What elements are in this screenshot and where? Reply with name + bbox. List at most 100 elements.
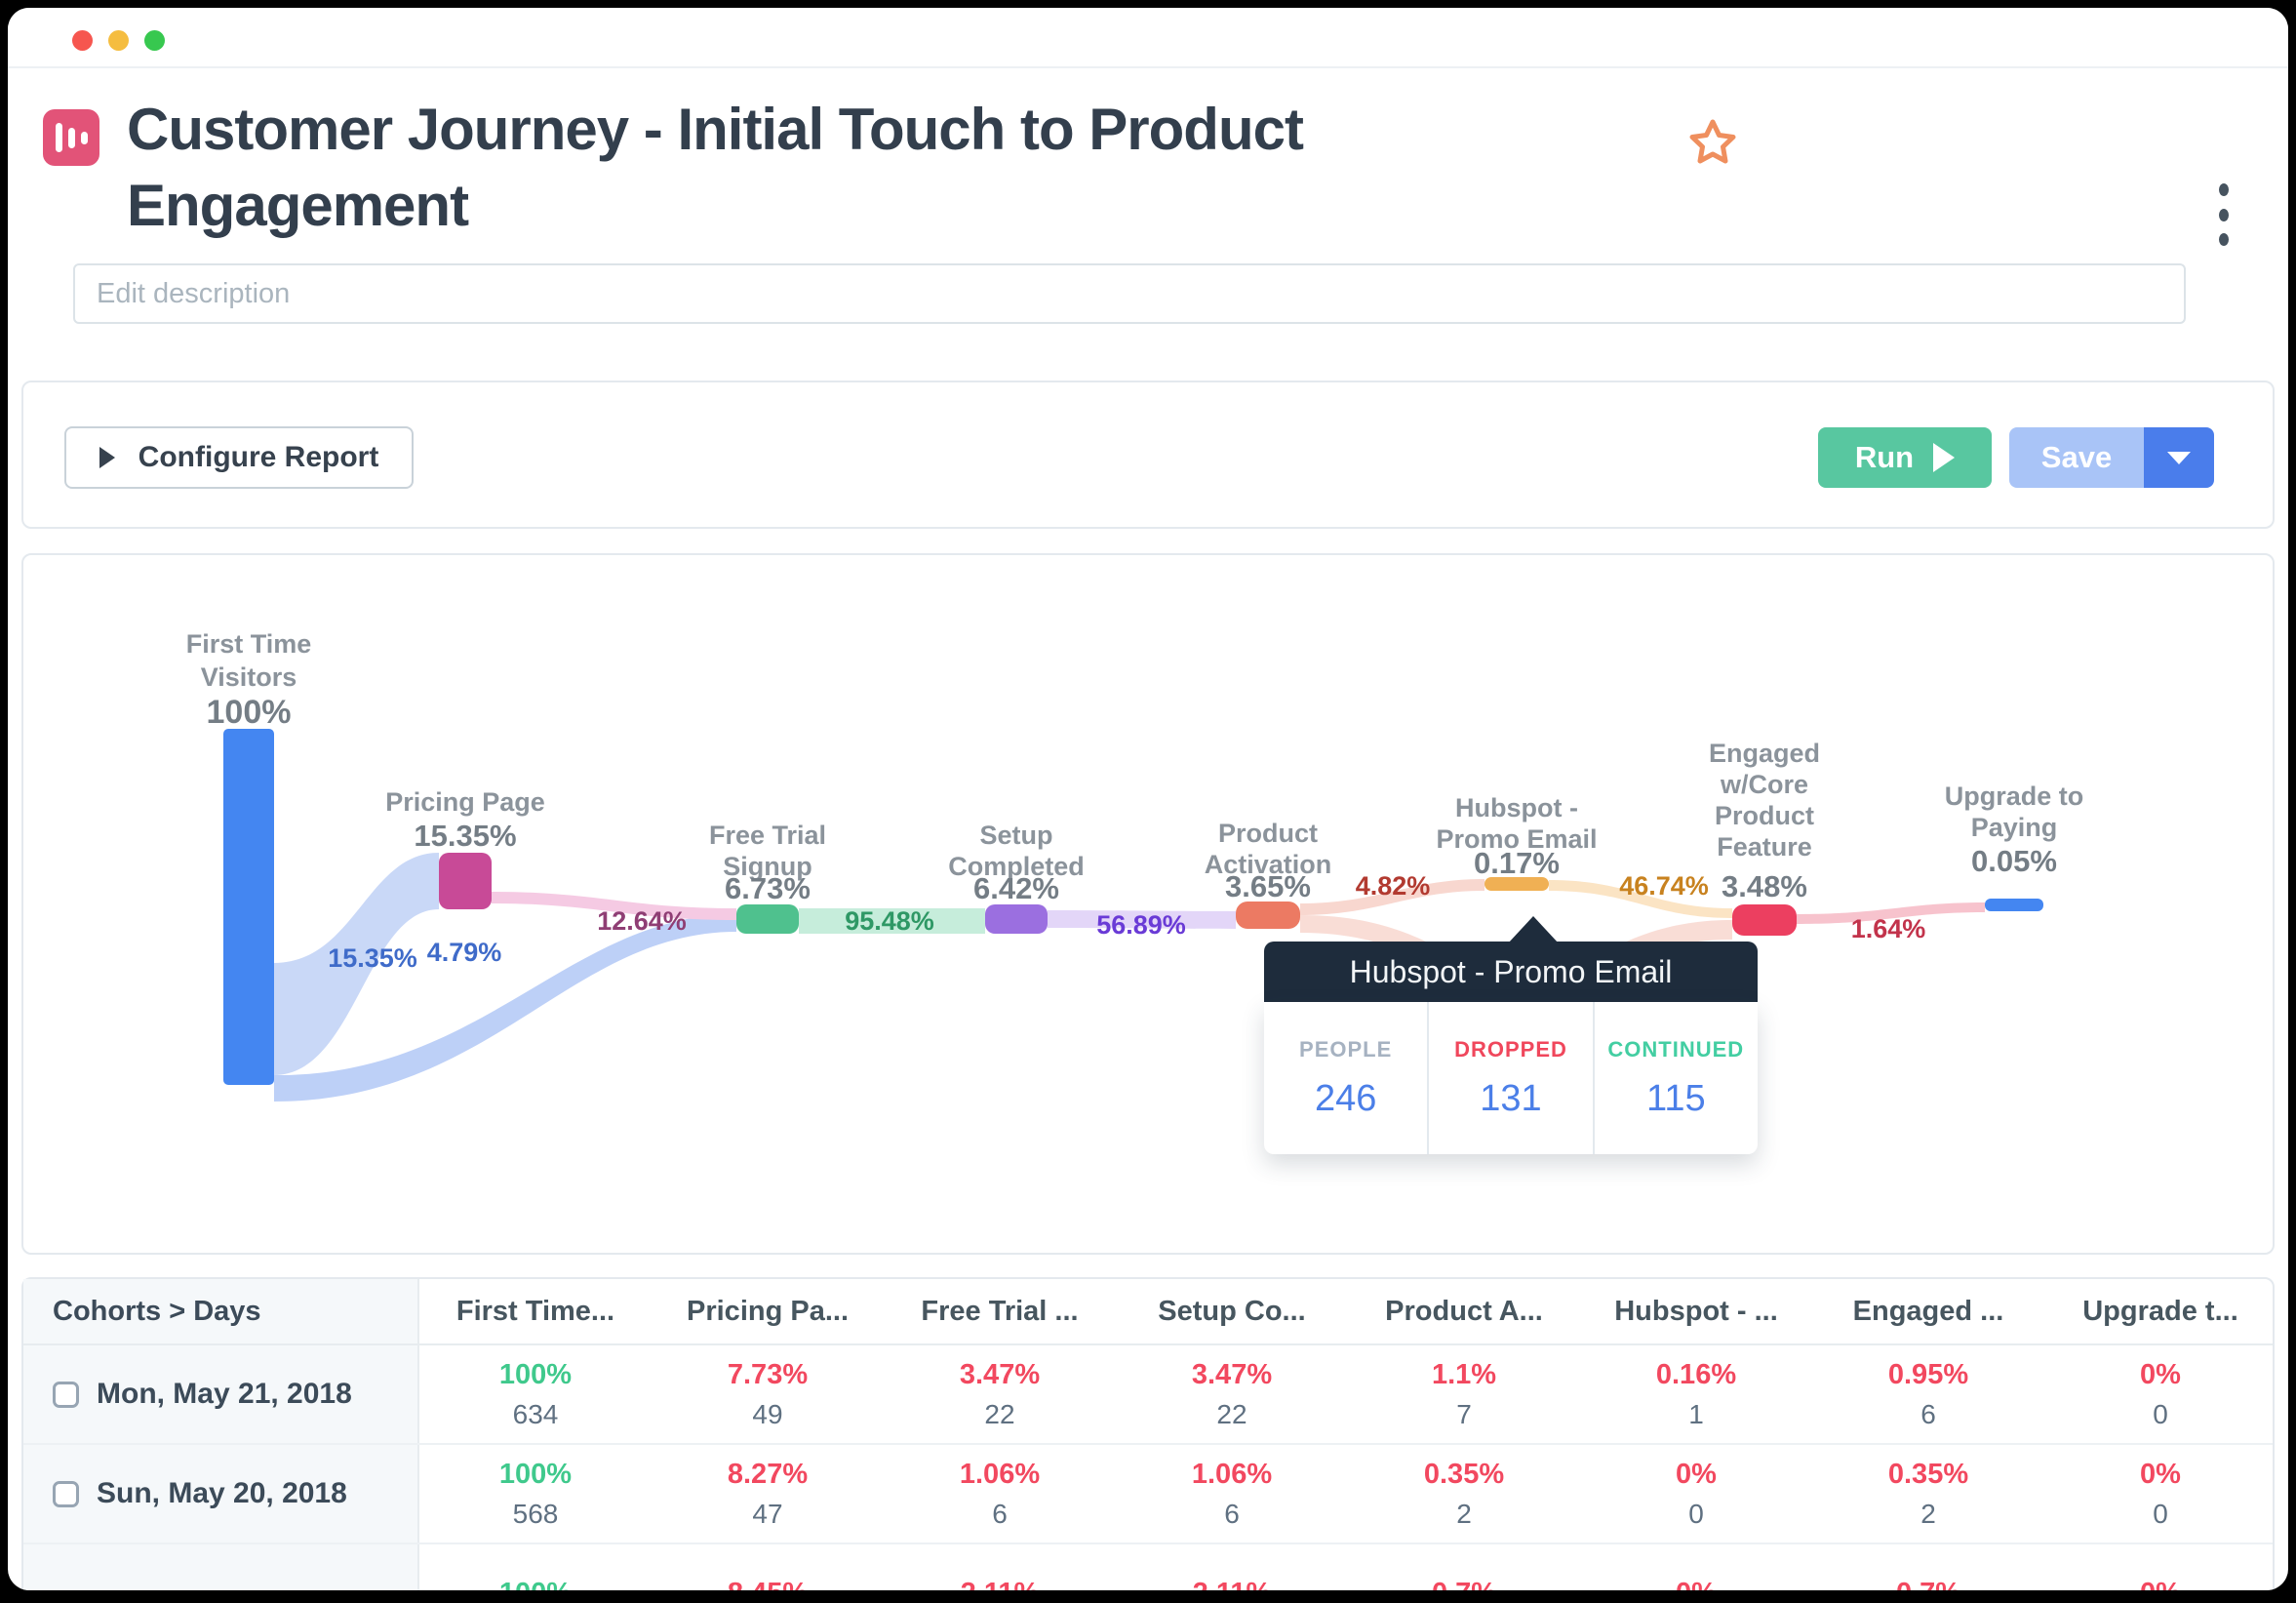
tooltip-people: PEOPLE 246	[1264, 1002, 1427, 1154]
column-header: Engaged ...	[1852, 1295, 2004, 1327]
dropped-value: 131	[1480, 1077, 1542, 1119]
cell-count: 6	[992, 1498, 1008, 1529]
cell-pct: 1.1%	[1431, 1358, 1497, 1390]
more-options-icon[interactable]	[2204, 183, 2243, 246]
node-product-activation[interactable]	[1236, 902, 1300, 929]
cell-pct: 0.16%	[1655, 1358, 1737, 1390]
flow-label: 95.48%	[845, 906, 934, 936]
step-pct: 0.05%	[1971, 844, 2057, 878]
step-pct: 6.73%	[725, 871, 811, 905]
column-header: Upgrade t...	[2082, 1295, 2238, 1327]
save-dropdown-button[interactable]	[2144, 427, 2214, 488]
step-label: Product	[1218, 819, 1318, 848]
cell-pct: 0.95%	[1887, 1358, 1969, 1390]
description-input[interactable]	[73, 263, 2186, 324]
step-label: Free Trial	[709, 821, 826, 850]
flow-label: 15.35%	[328, 943, 417, 973]
step-pct: 3.48%	[1722, 869, 1807, 903]
row-checkbox[interactable]	[53, 1480, 79, 1507]
run-label: Run	[1854, 440, 1915, 474]
configure-report-button[interactable]: Configure Report	[64, 426, 414, 489]
cell-count: 634	[512, 1398, 559, 1429]
play-icon	[1933, 443, 1956, 472]
column-header: Product A...	[1385, 1295, 1543, 1327]
step-label: w/Core	[1720, 770, 1808, 799]
cell-count: 0	[2153, 1498, 2168, 1529]
flow-activation-to-hubspot[interactable]	[1300, 879, 1484, 915]
flow-visitors-to-pricing[interactable]	[274, 853, 439, 1075]
flow-pricing-to-freetrial[interactable]	[492, 892, 736, 920]
cell-pct: 100%	[498, 1358, 573, 1390]
run-button[interactable]: Run	[1818, 427, 1992, 488]
column-header: Pricing Pa...	[687, 1295, 849, 1327]
zoom-window-button[interactable]	[144, 30, 165, 51]
node-pricing-page[interactable]	[439, 853, 492, 909]
cell-count: 22	[1216, 1398, 1247, 1429]
node-setup-completed[interactable]	[985, 904, 1048, 934]
cell-pct: 1.06%	[1191, 1458, 1273, 1490]
cell-pct: 0.7%	[1896, 1578, 1960, 1591]
flow-label: 56.89%	[1096, 910, 1186, 940]
node-upgrade-to-paying[interactable]	[1985, 899, 2043, 911]
cell-count: 49	[752, 1398, 783, 1429]
sankey-funnel-chart: First Time Visitors 100% Pricing Page 15…	[186, 629, 2083, 1102]
flow-label: 12.64%	[597, 906, 687, 936]
funnel-report-icon	[43, 109, 99, 166]
close-window-button[interactable]	[72, 30, 93, 51]
step-label: Setup	[979, 821, 1052, 850]
flow-label: 46.74%	[1619, 871, 1709, 901]
dropped-label: DROPPED	[1454, 1036, 1567, 1062]
flow-freetrial-to-setup[interactable]	[799, 908, 985, 934]
flow-activation-to-engaged[interactable]	[1300, 915, 1732, 994]
cohort-date-cell	[23, 1544, 419, 1590]
cell-pct: 1.06%	[959, 1458, 1041, 1490]
step-pct: 15.35%	[414, 819, 516, 853]
cell-pct: 2.11%	[1193, 1578, 1272, 1591]
cell-pct: 2.11%	[961, 1578, 1040, 1591]
node-free-trial-signup[interactable]	[736, 904, 799, 934]
cohorts-table: Cohorts > Days First Time... Pricing Pa.…	[21, 1277, 2275, 1590]
table-row[interactable]: 100% 8.45% 2.11% 2.11% 0.7% 0% 0.7% 0%	[23, 1544, 2273, 1590]
table-row[interactable]: Mon, May 21, 2018 100% 634 7.73% 49 3.47% 2…	[23, 1345, 2273, 1445]
cohorts-days-header[interactable]: Cohorts > Days	[23, 1279, 419, 1343]
cohort-date-cell: Mon, May 21, 2018	[23, 1345, 419, 1443]
node-first-time-visitors[interactable]	[223, 729, 274, 1085]
flow-label: 1.64%	[1851, 914, 1926, 943]
step-label: Promo Email	[1436, 824, 1597, 854]
flow-engaged-to-upgrade[interactable]	[1797, 902, 1985, 924]
column-header: Free Trial ...	[921, 1295, 1079, 1327]
step-label: Pricing Page	[385, 787, 545, 817]
step-pct: 100%	[207, 694, 292, 731]
cell-pct: 0.7%	[1432, 1578, 1496, 1591]
node-hubspot-promo-email[interactable]	[1484, 877, 1549, 891]
minimize-window-button[interactable]	[108, 30, 129, 51]
save-button[interactable]: Save	[2009, 427, 2144, 488]
flow-visitors-to-freetrial[interactable]	[274, 914, 736, 1102]
node-engaged-core-feature[interactable]	[1732, 904, 1797, 936]
cell-pct: 0%	[2140, 1358, 2181, 1390]
cell-pct: 0.35%	[1423, 1458, 1505, 1490]
step-label: Engaged	[1709, 739, 1820, 768]
people-value: 246	[1314, 1077, 1377, 1119]
cell-count: 47	[752, 1498, 783, 1529]
row-checkbox[interactable]	[53, 1381, 79, 1408]
cell-count: 2	[1456, 1498, 1472, 1529]
flow-hubspot-to-engaged[interactable]	[1549, 880, 1732, 918]
step-pct: 6.42%	[973, 871, 1059, 905]
expand-triangle-icon	[99, 447, 115, 468]
app-window: Customer Journey - Initial Touch to Prod…	[8, 8, 2288, 1590]
step-label: Hubspot -	[1455, 793, 1578, 822]
flow-label: 4.82%	[1356, 871, 1431, 901]
flow-setup-to-activation[interactable]	[1048, 910, 1236, 929]
favorite-star-icon[interactable]	[1687, 117, 1738, 168]
page-title: Customer Journey - Initial Touch to Prod…	[127, 97, 1304, 238]
table-row[interactable]: Sun, May 20, 2018 100% 568 8.27% 47 1.06% 6…	[23, 1445, 2273, 1544]
column-header: Hubspot - ...	[1614, 1295, 1778, 1327]
cell-pct: 3.47%	[1191, 1358, 1273, 1390]
tooltip-title: Hubspot - Promo Email	[1264, 942, 1758, 1002]
cell-count: 7	[1456, 1398, 1472, 1429]
cohort-date: Sun, May 20, 2018	[97, 1477, 347, 1509]
step-pct: 0.17%	[1474, 846, 1560, 880]
funnel-chart-card: First Time Visitors 100% Pricing Page 15…	[21, 553, 2275, 1255]
tooltip-continued: CONTINUED 115	[1592, 1002, 1758, 1154]
